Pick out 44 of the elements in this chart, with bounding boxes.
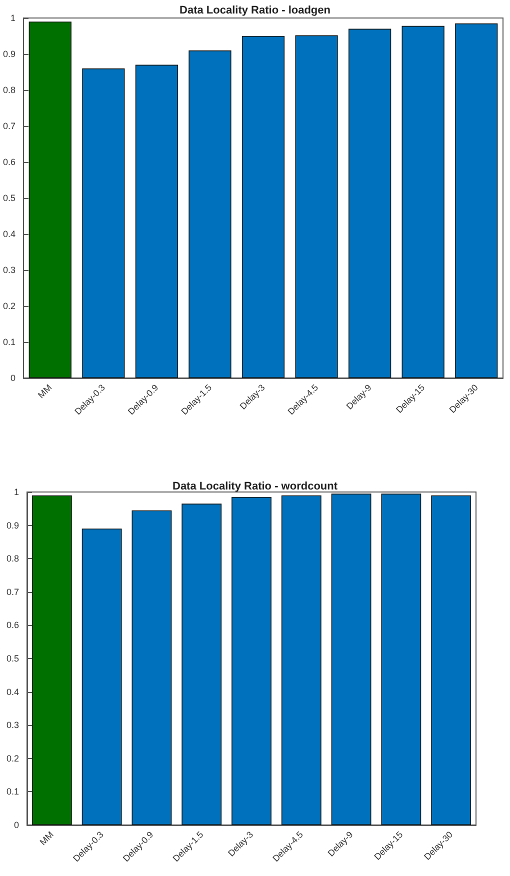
y-tick-label: 0.4 bbox=[6, 686, 19, 697]
bar bbox=[28, 22, 72, 378]
y-tick-label: 0.2 bbox=[6, 753, 19, 764]
bar bbox=[132, 510, 172, 825]
y-tick-label: 0.9 bbox=[2, 49, 16, 59]
bar bbox=[182, 504, 222, 825]
bar bbox=[455, 23, 498, 378]
y-tick-label: 0.6 bbox=[6, 620, 19, 630]
y-tick-label: 0.6 bbox=[2, 157, 16, 167]
bar bbox=[82, 528, 122, 825]
y-tick-label: 0.9 bbox=[6, 520, 19, 530]
y-tick-label: 0.7 bbox=[2, 121, 16, 131]
bar bbox=[381, 494, 422, 825]
y-tick-label: 0.5 bbox=[2, 193, 16, 203]
y-tick-label: 0.3 bbox=[2, 265, 16, 275]
y-tick-label: 0.5 bbox=[6, 654, 19, 664]
y-tick-label: 0.3 bbox=[6, 720, 19, 730]
bar bbox=[348, 28, 392, 378]
y-tick-label: 1 bbox=[10, 13, 16, 23]
y-tick-label: 0.2 bbox=[2, 301, 16, 311]
y-tick-label: 0 bbox=[10, 373, 16, 383]
x-tick-label: MM bbox=[38, 829, 56, 848]
y-tick-label: 0.4 bbox=[2, 229, 16, 239]
bar bbox=[32, 495, 72, 825]
bar bbox=[232, 496, 272, 825]
bar bbox=[281, 495, 322, 825]
y-tick-label: 0.8 bbox=[2, 85, 16, 95]
y-tick-label: 0.1 bbox=[2, 337, 16, 347]
y-tick-label: 0.8 bbox=[6, 554, 19, 564]
chart-title: Data Locality Ratio - loadgen bbox=[180, 4, 331, 16]
bar bbox=[431, 495, 472, 825]
bar bbox=[188, 50, 232, 378]
x-tick-label: MM bbox=[36, 382, 54, 400]
bar bbox=[242, 36, 285, 378]
bar bbox=[295, 35, 338, 378]
bar bbox=[402, 26, 444, 378]
y-tick-label: 0 bbox=[14, 820, 19, 830]
y-tick-label: 1 bbox=[14, 487, 19, 497]
bar bbox=[82, 68, 125, 378]
y-tick-label: 0.7 bbox=[6, 586, 19, 597]
y-tick-label: 0.1 bbox=[6, 786, 19, 797]
bar bbox=[135, 64, 178, 378]
bar bbox=[331, 494, 372, 825]
chart-title: Data Locality Ratio - wordcount bbox=[172, 480, 338, 492]
